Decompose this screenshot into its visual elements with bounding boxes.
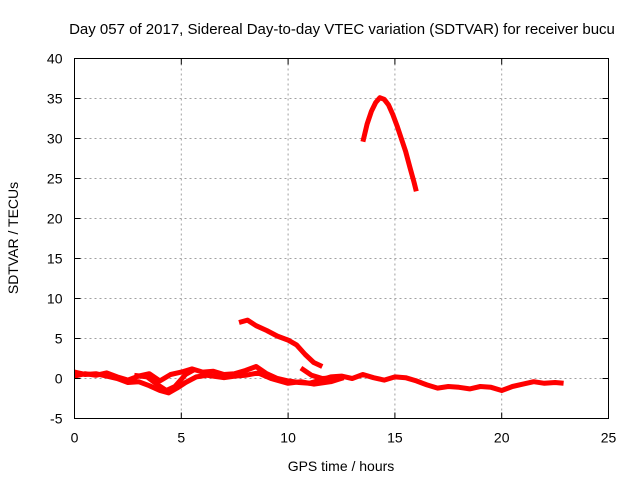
series-layer [73, 95, 564, 396]
y-tick-label: 25 [47, 171, 63, 187]
plot-frame [74, 58, 609, 419]
y-axis-label: SDTVAR / TECUs [5, 182, 21, 294]
series-line [133, 367, 196, 393]
axis-layer: 0 5 10 15 20 25 -5 0 5 10 15 20 25 30 35 40 [47, 51, 617, 446]
y-tick-label: 30 [47, 131, 63, 147]
y-tick-label: 10 [47, 291, 63, 307]
x-tick-label: 0 [71, 430, 79, 446]
series-line [73, 369, 345, 396]
y-tick-label: 20 [47, 211, 63, 227]
chart-title: Day 057 of 2017, Sidereal Day-to-day VTE… [69, 21, 615, 38]
x-tick-label: 20 [494, 430, 510, 446]
x-tick-label: 10 [280, 430, 296, 446]
x-tick-label: 5 [177, 430, 185, 446]
y-tick-label: 0 [55, 371, 63, 387]
grid-layer [74, 58, 609, 419]
x-tick-label: 25 [601, 430, 617, 446]
series-line [299, 366, 336, 381]
y-tick-label: 40 [47, 51, 63, 67]
series-line [238, 317, 324, 369]
y-tick-label: -5 [50, 411, 63, 427]
x-tick-label: 15 [387, 430, 403, 446]
y-tick-label: 5 [55, 331, 63, 347]
x-axis-label: GPS time / hours [288, 458, 395, 474]
y-tick-label: 15 [47, 251, 63, 267]
series-line [360, 95, 419, 192]
y-tick-label: 35 [47, 91, 63, 107]
